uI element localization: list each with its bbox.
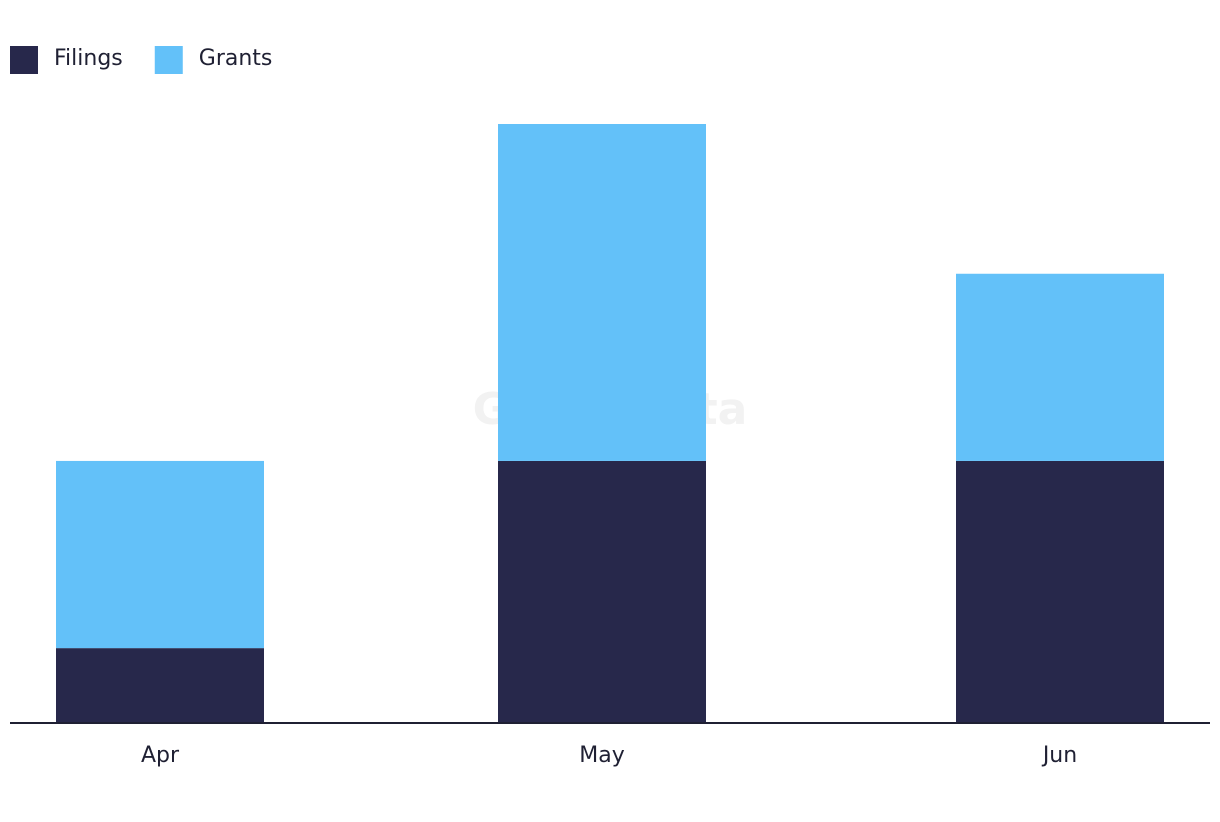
legend-label: Filings (54, 46, 123, 71)
bar-segment (498, 124, 706, 461)
bar-segment (498, 460, 706, 723)
x-tick-label: Jun (1041, 743, 1077, 768)
x-tick-label: Apr (141, 743, 180, 768)
legend-swatch (154, 46, 183, 74)
bar-segment (956, 460, 1164, 723)
bar-segment (56, 648, 264, 723)
bar-segment (56, 460, 264, 649)
x-tick-label: May (579, 743, 624, 768)
legend-label: Grants (199, 46, 273, 71)
legend-swatch (10, 46, 38, 74)
bar-segment (956, 273, 1164, 461)
